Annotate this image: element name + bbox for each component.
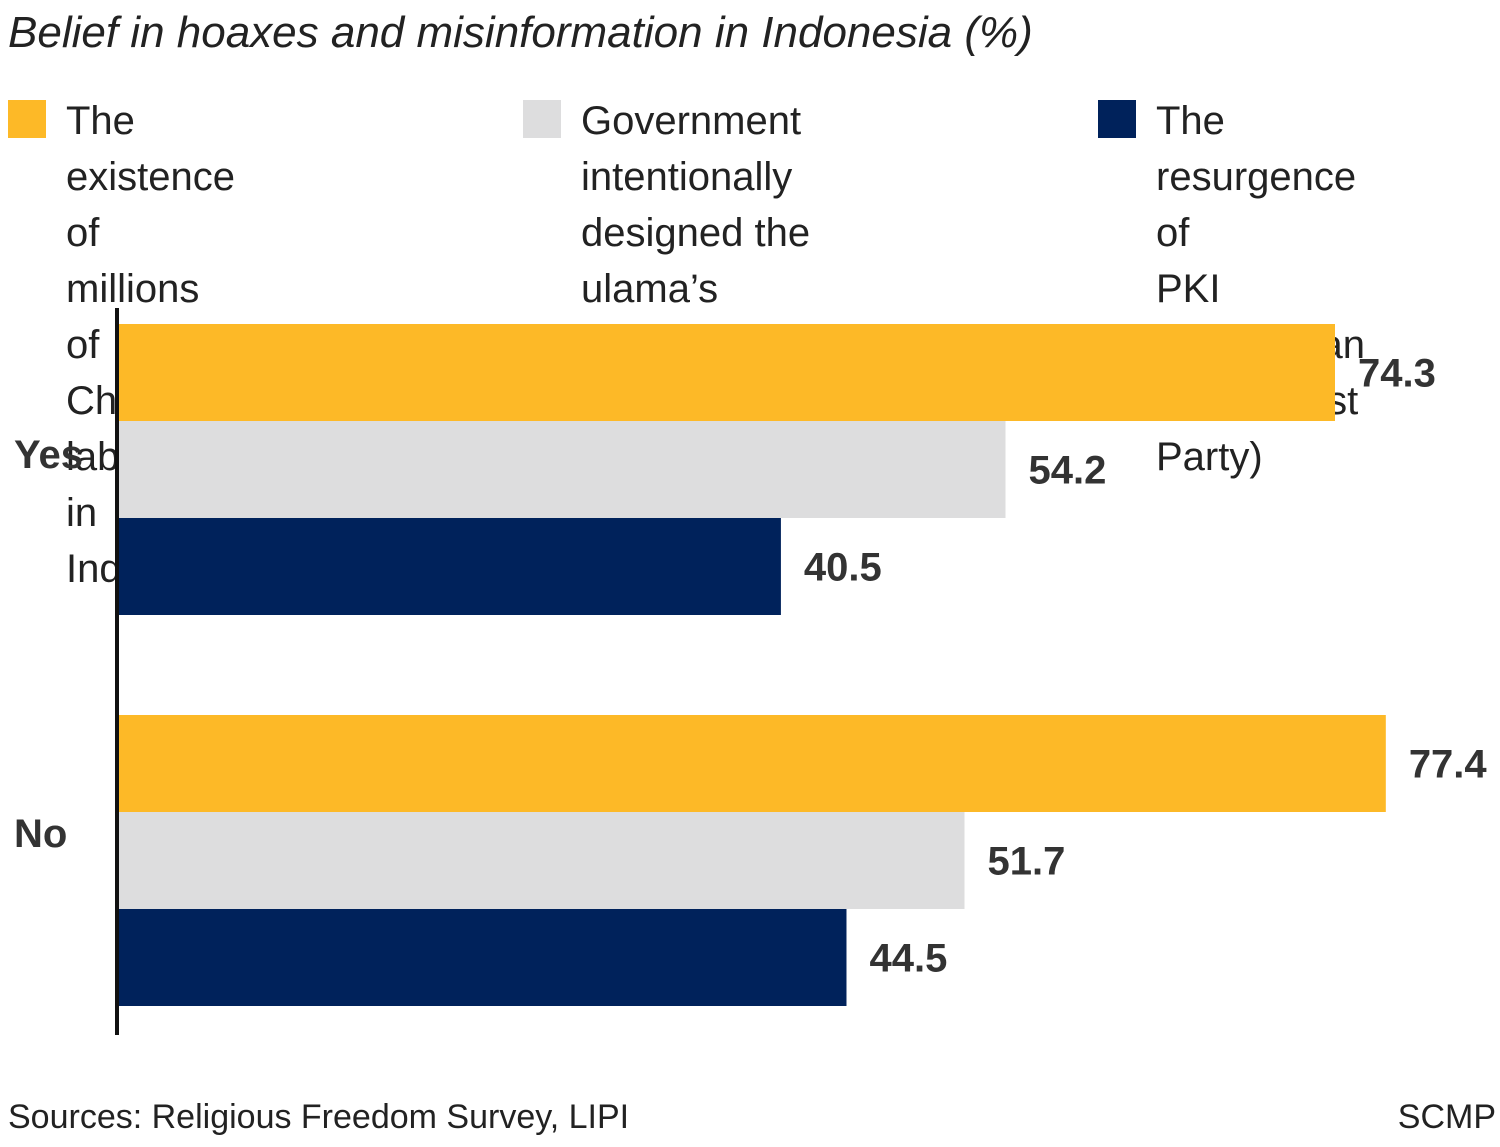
category-label: No bbox=[14, 812, 67, 856]
source-note: Sources: Religious Freedom Survey, LIPI bbox=[8, 1098, 630, 1136]
bar bbox=[117, 812, 965, 909]
legend-swatch bbox=[8, 100, 46, 138]
bar-chart: Yes 74.3 54.2 40.5 No 77.4 51.7 44.5 bbox=[14, 308, 1488, 1035]
bar bbox=[117, 715, 1386, 812]
data-label: 74.3 bbox=[1358, 352, 1436, 396]
bar bbox=[117, 324, 1335, 421]
data-label: 54.2 bbox=[1029, 449, 1107, 493]
bar bbox=[117, 909, 847, 1006]
chart-title: Belief in hoaxes and misinformation in I… bbox=[8, 8, 1033, 57]
bar bbox=[117, 421, 1006, 518]
data-label: 77.4 bbox=[1409, 743, 1488, 787]
data-label: 44.5 bbox=[869, 937, 947, 981]
data-label: 51.7 bbox=[988, 840, 1066, 884]
data-label: 40.5 bbox=[804, 546, 882, 590]
credit-label: SCMP bbox=[1397, 1098, 1496, 1136]
category-label: Yes bbox=[14, 433, 83, 477]
legend-swatch bbox=[1098, 100, 1136, 138]
legend-swatch bbox=[523, 100, 561, 138]
bar bbox=[117, 518, 781, 615]
